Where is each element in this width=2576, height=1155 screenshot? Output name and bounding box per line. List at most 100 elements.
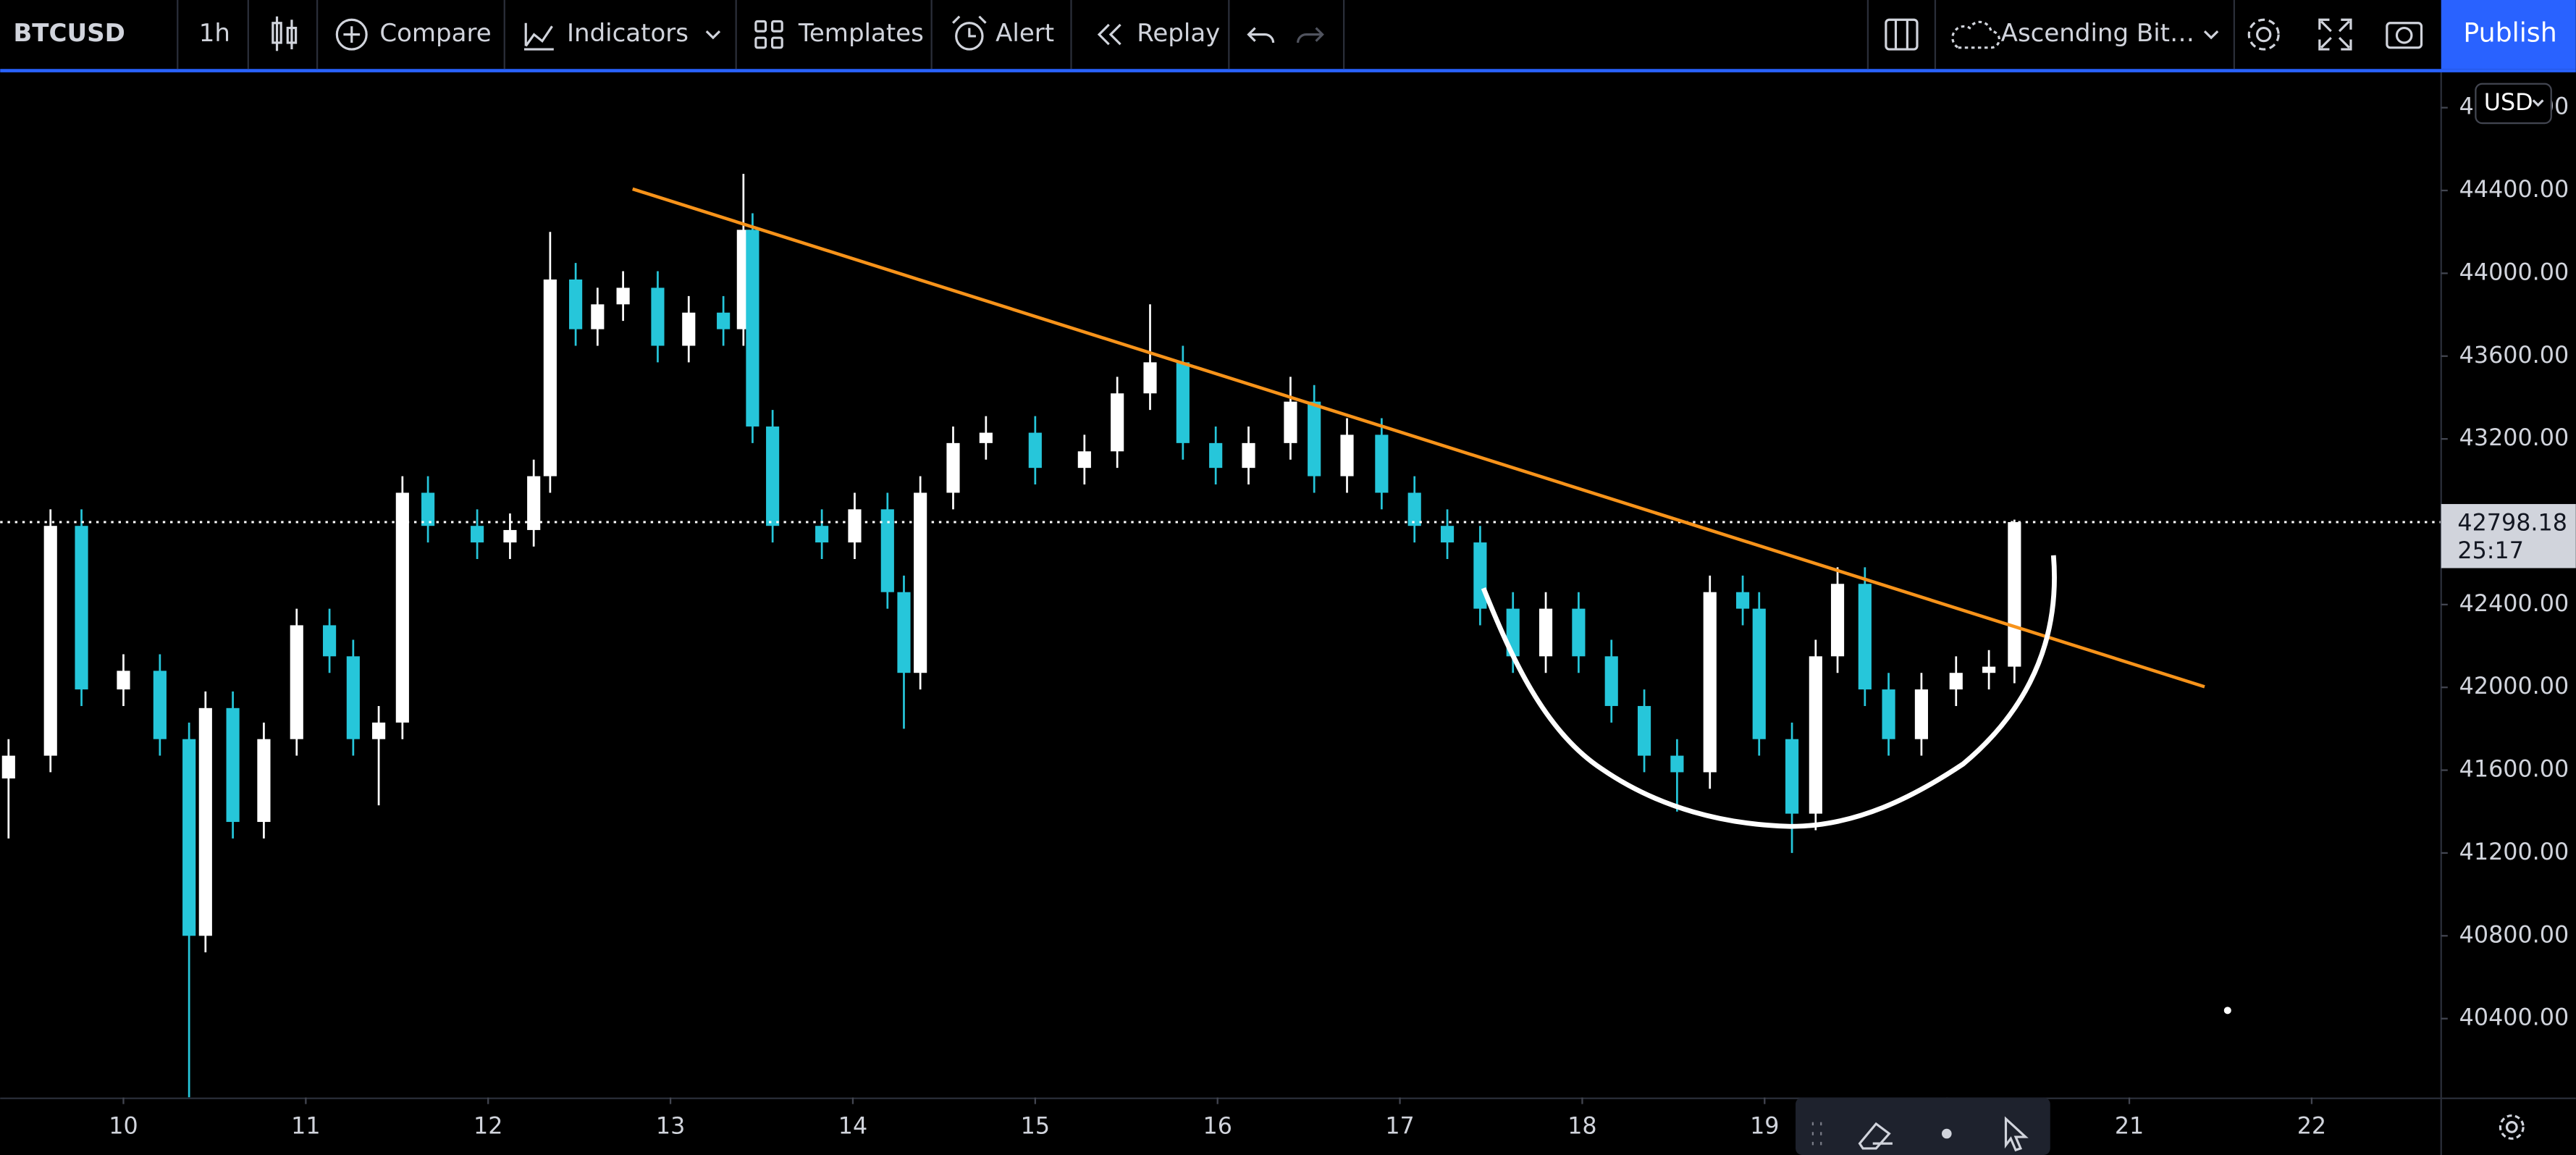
candle-body: [1028, 432, 1042, 469]
x-tick-label: 14: [838, 1113, 867, 1139]
indicators-button[interactable]: Indicators: [567, 19, 689, 48]
x-tick-label: 13: [656, 1113, 685, 1139]
candle-body: [372, 722, 386, 739]
x-tick-label: 11: [291, 1113, 320, 1139]
candle-body: [346, 656, 360, 739]
candle-body: [946, 442, 960, 493]
candle-body: [815, 526, 829, 543]
candle-body: [75, 526, 88, 690]
currency-button[interactable]: [2475, 83, 2552, 125]
candle-body: [746, 230, 759, 427]
candle-body: [290, 625, 303, 739]
last-price-badge: [2441, 504, 2576, 568]
candle-body: [527, 476, 541, 530]
chevron[interactable]: [705, 30, 721, 40]
y-tick-label: 40800.00: [2459, 922, 2569, 948]
candle-body: [848, 509, 862, 543]
candle-body: [421, 492, 435, 526]
publish-label[interactable]: Publish: [2463, 17, 2556, 49]
axes: 40400.00 40800.00 41200.00 41600.00 42000.00…: [109, 94, 2576, 1139]
compare-icon[interactable]: [335, 18, 368, 51]
y-tick-label: 40400.00: [2459, 1005, 2569, 1031]
cloud-icon[interactable]: [1951, 20, 2000, 49]
candle-body: [914, 492, 927, 673]
alert-icon[interactable]: [952, 15, 987, 51]
price-axis: [2441, 72, 2576, 1155]
redo[interactable]: [1297, 27, 1324, 43]
x-tick-label: 17: [1385, 1113, 1414, 1139]
x-tick-label: 22: [2297, 1113, 2326, 1139]
last-price-label: 42798.18: [2457, 510, 2567, 536]
x-tick-label: 16: [1203, 1113, 1232, 1139]
plot-area: [0, 174, 2441, 1098]
candle-body: [257, 739, 271, 823]
x-tick-label: 19: [1750, 1113, 1779, 1139]
candle-body: [503, 529, 517, 543]
countdown-label: 25:17: [2457, 538, 2524, 564]
candle-body: [651, 287, 665, 346]
layout-name[interactable]: Ascending Bit…: [2001, 19, 2194, 48]
candle-body: [1809, 656, 1822, 814]
x-tick-label: 10: [109, 1113, 138, 1139]
candle-body: [1604, 656, 1618, 706]
candle-body: [1077, 451, 1091, 469]
interval[interactable]: 1h: [199, 19, 230, 48]
candle-body: [1375, 434, 1389, 493]
templates-icon[interactable]: [754, 20, 783, 49]
cursor-tool[interactable]: [2004, 1116, 2029, 1152]
candle-body: [1473, 542, 1487, 609]
candle-body: [1830, 584, 1845, 657]
candle-body: [1340, 434, 1354, 476]
candle-body: [1949, 673, 1963, 690]
candle-body: [117, 671, 130, 690]
candle-body: [1284, 401, 1297, 443]
candle-body: [897, 592, 911, 673]
candle-body: [395, 492, 409, 723]
candle-body: [471, 526, 484, 543]
trend-line[interactable]: [632, 187, 2205, 689]
replay-button[interactable]: Replay: [1137, 19, 1220, 48]
candle-body: [226, 707, 240, 823]
axis-settings-icon[interactable]: [2499, 1114, 2525, 1140]
candle-body: [1111, 393, 1124, 452]
indicators-icon[interactable]: [523, 22, 554, 51]
candle-body: [766, 426, 780, 526]
templates-button[interactable]: Templates: [798, 19, 924, 48]
compare-button[interactable]: Compare: [379, 19, 491, 48]
candle-body: [880, 509, 894, 592]
publish-button[interactable]: [2441, 0, 2576, 70]
dot-tool[interactable]: [1942, 1128, 1952, 1139]
y-tick-label: 41600.00: [2459, 757, 2569, 783]
fullscreen-icon[interactable]: [2318, 18, 2352, 51]
drag-handle[interactable]: [1811, 1122, 1822, 1146]
undo[interactable]: [1247, 27, 1275, 43]
candle-body: [1982, 666, 1996, 673]
candle-body: [1914, 689, 1928, 739]
candle-body: [1539, 608, 1553, 657]
layout-icon[interactable]: [1885, 18, 1919, 51]
y-tick-label: 42400.00: [2459, 591, 2569, 617]
candle-body: [1637, 705, 1651, 756]
candle-body: [543, 279, 557, 476]
candle-body: [43, 526, 57, 756]
cursor-dot: [2223, 1007, 2231, 1015]
alert-button[interactable]: Alert: [996, 19, 1054, 48]
eraser-icon[interactable]: [1858, 1122, 1893, 1150]
candle-body: [1858, 584, 1872, 690]
currency-label[interactable]: USD: [2484, 90, 2533, 116]
chart-type-icon[interactable]: [272, 16, 298, 51]
candle-body: [182, 739, 196, 936]
candle-body: [1785, 739, 1799, 814]
y-tick-label: 43200.00: [2459, 425, 2569, 451]
symbol[interactable]: BTCUSD: [13, 19, 125, 48]
candle-body: [1670, 755, 1684, 773]
replay-icon[interactable]: [1097, 23, 1121, 46]
chevron[interactable]: [2203, 30, 2219, 40]
screenshot-icon[interactable]: [2386, 22, 2423, 49]
candle-body: [1143, 362, 1157, 394]
settings-icon[interactable]: [2247, 18, 2280, 51]
candle-body: [1882, 689, 1895, 739]
candle-body: [717, 312, 731, 329]
cup-drawing[interactable]: [1481, 555, 2057, 829]
